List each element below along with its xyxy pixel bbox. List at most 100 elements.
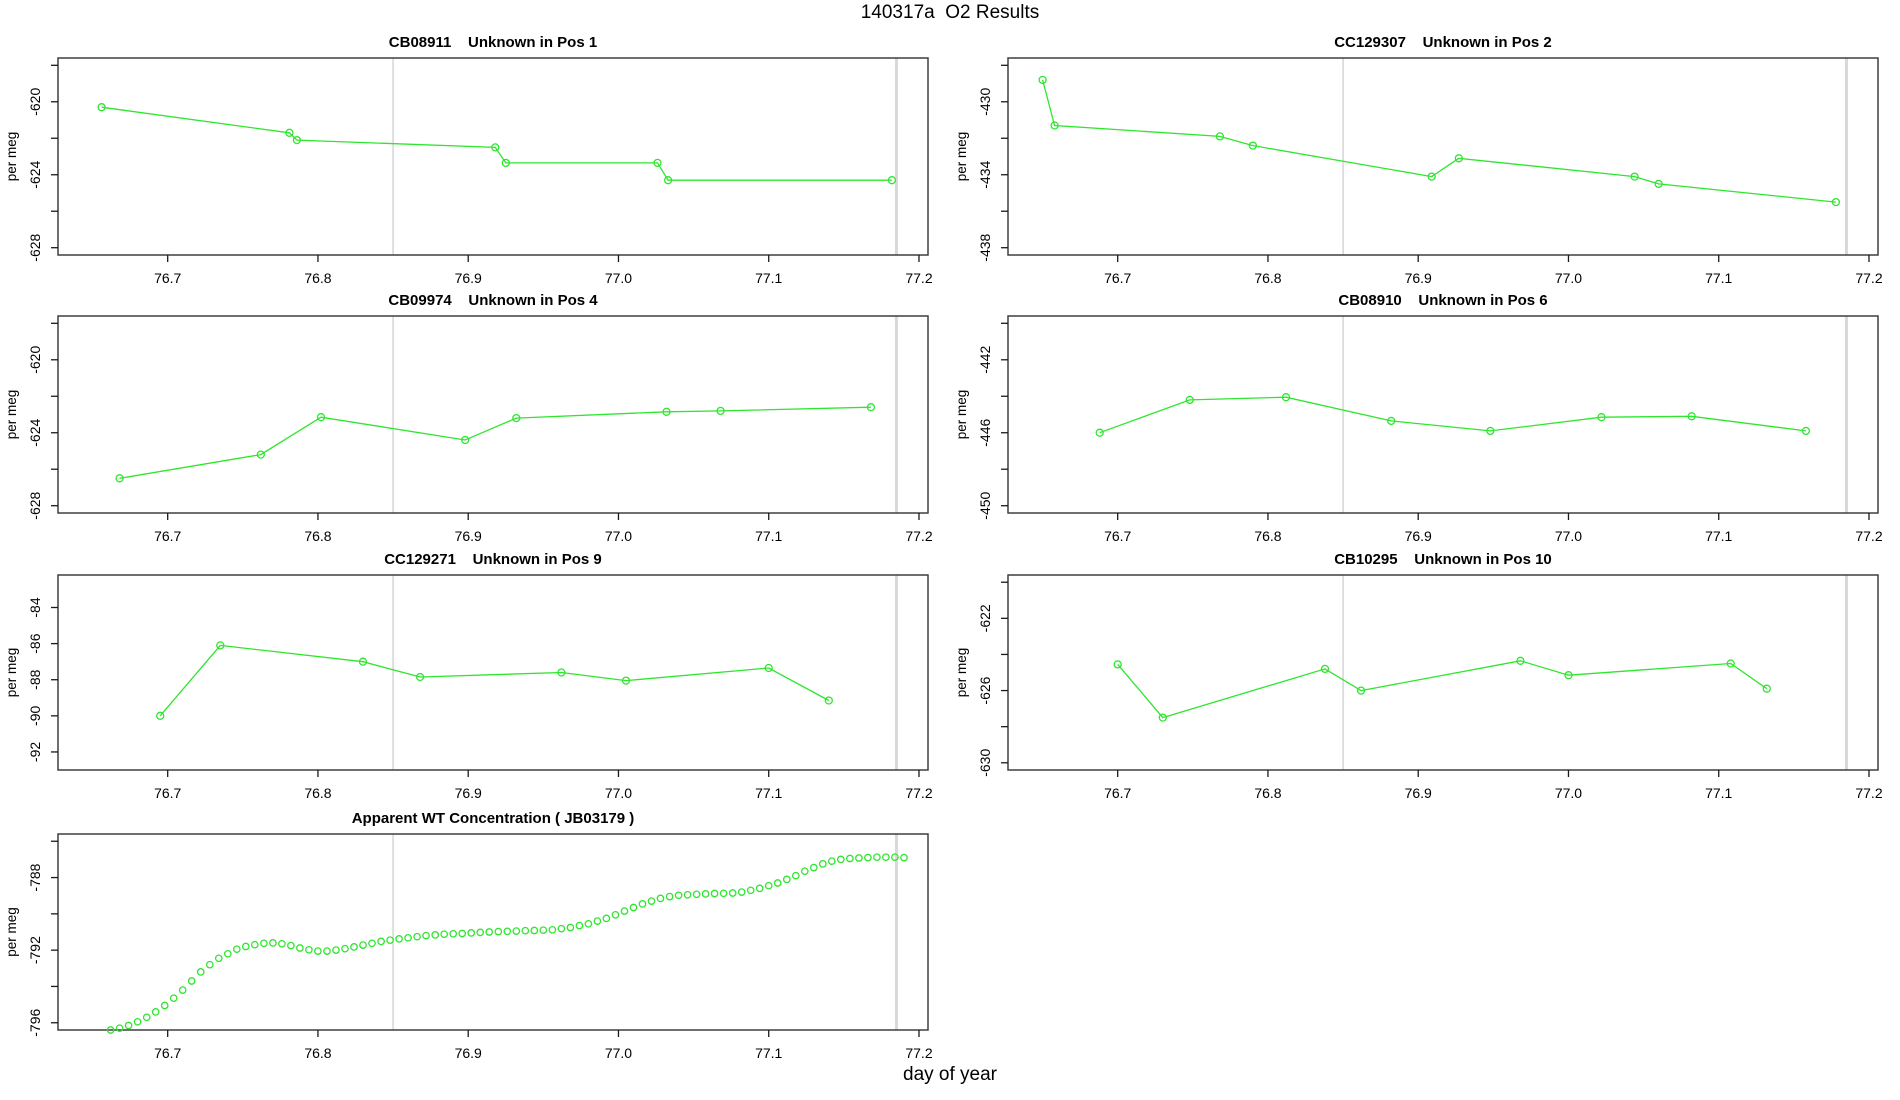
data-point [818,860,827,868]
y-axis-title: per meg [954,132,969,182]
data-point [710,889,719,898]
data-point [216,641,225,650]
panel-JB03179: 76.7 76.8 76.9 77.0 77.1 77.2 -788 -792 -796 per … [4,810,933,1061]
x-tick-label: 77.0 [605,528,632,544]
data-point [187,977,196,985]
data-point [413,932,421,941]
data-point [431,931,440,939]
y-tick-label: -622 [977,604,993,632]
data-point [1427,172,1436,181]
data-point [287,941,295,950]
data-point [719,889,728,898]
data-point [521,926,530,935]
data-point [566,923,575,932]
data-point [629,903,638,912]
x-tick-label: 76.8 [1254,270,1281,286]
data-point [1486,426,1495,436]
data-point [656,894,665,903]
y-axis-title: per meg [954,648,969,698]
y-tick-label: -788 [27,863,43,891]
data-point [368,939,376,948]
x-tick-label: 76.7 [154,785,181,801]
data-point [620,907,629,915]
x-tick-label: 77.2 [905,270,932,286]
data-point [332,946,340,954]
data-point [584,919,593,928]
data-point [97,103,106,112]
data-point [1050,121,1059,130]
x-tick-label: 77.0 [605,270,632,286]
data-point [169,994,178,1003]
panel-frame [1007,57,1879,256]
data-point [386,936,394,945]
data-point [1801,426,1811,436]
x-tick-label: 76.7 [154,528,181,544]
panel-title: CB08911 Unknown in Pos 1 [389,34,597,51]
data-point [305,945,313,954]
panel-CB09974: 76.7 76.8 76.9 77.0 77.1 77.2 -620 -624 -628 per … [4,292,933,544]
panel-frame [57,833,929,1031]
x-tick-label: 77.1 [755,785,782,801]
data-point [467,929,476,937]
y-tick-label: -624 [27,161,43,189]
data-point [1320,664,1330,674]
y-tick-label: -442 [977,346,993,374]
x-tick-label: 76.8 [304,1045,331,1061]
data-point [440,930,449,939]
data-point [800,867,809,876]
data-point [395,935,403,943]
data-point [458,929,467,938]
y-tick-label: -430 [977,88,993,116]
data-point [512,927,521,935]
y-tick-label: -92 [27,742,43,762]
data-point [665,892,674,901]
panel-CB08911: 76.7 76.8 76.9 77.0 77.1 77.2 -620 -624 -628 per … [4,34,933,286]
data-point [692,890,701,899]
data-point [701,890,710,898]
data-point [241,942,250,951]
x-tick-label: 76.7 [1104,785,1131,801]
data-point [1248,141,1258,150]
x-tick-label: 76.9 [455,528,482,544]
y-tick-label: -796 [27,1009,43,1037]
x-tick-label: 76.9 [1405,528,1432,544]
y-tick-label: -88 [27,669,43,689]
data-point [256,450,265,459]
y-tick-label: -446 [977,419,993,447]
x-tick-label: 76.8 [304,270,331,286]
x-tick-label: 76.7 [154,270,181,286]
data-point [223,949,232,958]
y-axis-title: per meg [4,390,19,440]
data-point [855,854,863,862]
data-point [178,986,187,994]
data-point [846,854,854,863]
x-tick-label: 77.1 [1705,528,1732,544]
data-point [866,403,876,412]
data-point [548,925,557,934]
data-point [824,696,833,705]
data-point [1454,154,1463,163]
x-tick-label: 77.2 [1855,528,1882,544]
data-point [359,941,367,949]
data-point [1185,395,1194,405]
x-tick-label: 77.0 [1555,270,1582,286]
y-tick-label: -84 [27,597,43,617]
data-point [214,954,223,963]
x-tick-label: 76.9 [1405,270,1432,286]
data-point [662,407,671,416]
y-tick-label: -86 [27,633,43,653]
data-point [764,663,773,673]
data-point [882,853,890,862]
data-point [133,1017,142,1026]
data-point [461,435,470,445]
data-point [501,158,510,168]
data-point [292,135,302,145]
x-tick-label: 76.8 [1254,785,1281,801]
panel-CB08910: 76.7 76.8 76.9 77.0 77.1 77.2 -442 -446 -450 per … [954,292,1883,544]
panel-frame [57,574,929,771]
y-tick-label: -90 [27,706,43,726]
data-point [358,657,368,666]
data-point [764,881,773,890]
data-point [647,897,656,905]
